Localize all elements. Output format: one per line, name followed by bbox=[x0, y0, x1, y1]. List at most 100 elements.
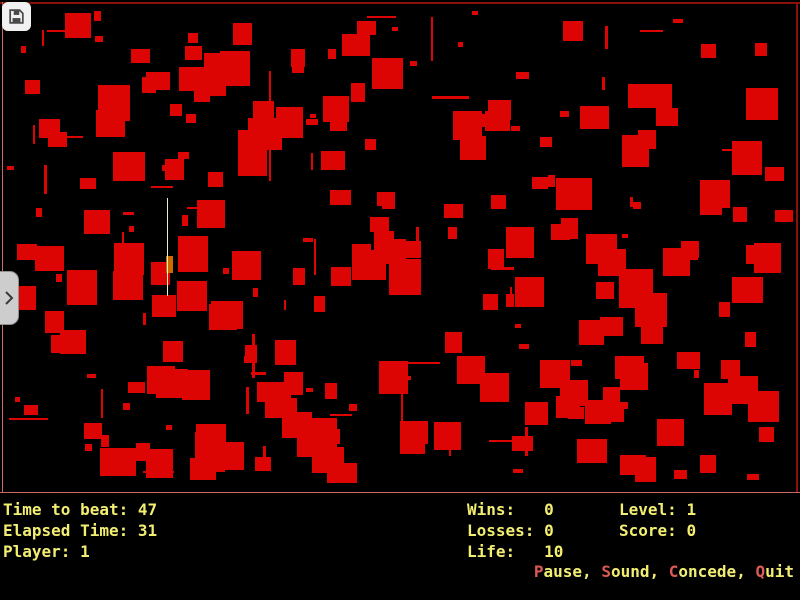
floppy-disk-icon bbox=[9, 9, 24, 24]
red-block bbox=[747, 474, 759, 480]
red-block bbox=[219, 223, 225, 227]
red-block bbox=[372, 58, 403, 89]
hud-label: Level: bbox=[619, 500, 687, 519]
red-block bbox=[357, 21, 376, 35]
red-block bbox=[182, 215, 188, 226]
menu-hotkey: P bbox=[533, 562, 544, 581]
red-block bbox=[80, 178, 96, 189]
menu-item-quit[interactable]: Quit bbox=[755, 562, 794, 581]
red-block bbox=[733, 207, 747, 222]
menu-hotkey: C bbox=[668, 562, 679, 581]
hud-row-elapsed-time: Elapsed Time: 31 bbox=[3, 520, 157, 541]
red-block bbox=[389, 259, 421, 295]
chevron-right-icon bbox=[5, 291, 14, 305]
red-block bbox=[556, 396, 580, 418]
red-block bbox=[473, 145, 483, 154]
red-block bbox=[211, 301, 243, 329]
hud-label: Wins: bbox=[467, 500, 545, 519]
red-block bbox=[233, 23, 252, 45]
red-block bbox=[755, 43, 767, 56]
red-block bbox=[700, 191, 722, 215]
red-block bbox=[7, 166, 14, 170]
red-block bbox=[98, 85, 130, 121]
red-block bbox=[515, 277, 544, 307]
menu-hotkey: S bbox=[601, 562, 611, 581]
hud-label: Score: bbox=[619, 521, 687, 540]
red-block bbox=[622, 234, 628, 238]
red-block bbox=[321, 151, 345, 170]
red-block bbox=[624, 154, 629, 158]
red-line bbox=[722, 149, 759, 151]
red-block bbox=[732, 141, 762, 175]
red-block bbox=[540, 137, 552, 147]
red-block bbox=[448, 227, 457, 239]
red-block bbox=[506, 227, 534, 258]
red-block bbox=[719, 302, 730, 317]
red-block bbox=[677, 352, 700, 369]
red-block bbox=[586, 234, 617, 264]
menu-separator: , bbox=[582, 562, 602, 581]
red-line bbox=[510, 287, 512, 306]
red-block bbox=[745, 332, 756, 347]
playfield-border-top bbox=[0, 2, 800, 4]
red-block bbox=[410, 61, 417, 66]
red-block bbox=[238, 130, 255, 147]
red-block bbox=[232, 251, 261, 280]
red-block bbox=[257, 382, 291, 402]
red-block bbox=[170, 104, 182, 116]
red-line bbox=[143, 313, 146, 325]
hud-row-score: Score: 0 bbox=[619, 520, 696, 541]
red-block bbox=[519, 344, 529, 349]
red-block bbox=[146, 72, 170, 90]
red-block bbox=[151, 262, 170, 285]
menu-item-label: oncede bbox=[678, 562, 737, 581]
menu-item-sound[interactable]: Sound bbox=[601, 562, 649, 581]
sidebar-expand-tab[interactable] bbox=[0, 271, 19, 325]
red-block bbox=[445, 332, 462, 353]
red-line bbox=[507, 246, 529, 249]
menu-item-pause[interactable]: Pause bbox=[534, 562, 582, 581]
red-block bbox=[284, 372, 303, 395]
red-line bbox=[311, 153, 313, 170]
hud-row-life: Life: 10 bbox=[467, 541, 563, 562]
red-block bbox=[656, 108, 678, 126]
hud-value: 0 bbox=[544, 500, 554, 519]
red-block bbox=[100, 448, 136, 476]
red-line bbox=[55, 136, 83, 138]
red-line bbox=[263, 446, 266, 461]
red-line bbox=[630, 197, 633, 207]
playfield[interactable] bbox=[0, 0, 800, 493]
menu-separator: , bbox=[649, 562, 669, 581]
red-block bbox=[220, 51, 250, 86]
red-block bbox=[179, 67, 204, 91]
red-block bbox=[657, 426, 669, 437]
red-block bbox=[488, 249, 504, 269]
red-line bbox=[489, 440, 532, 442]
red-block bbox=[25, 80, 40, 94]
hud-row-player: Player: 1 bbox=[3, 541, 157, 562]
red-block bbox=[365, 139, 376, 150]
menu-item-concede[interactable]: Concede bbox=[669, 562, 736, 581]
hud-column-middle: Wins: 0 Losses: 0 Life: 10 bbox=[467, 499, 563, 562]
hud-column-right: Level: 1 Score: 0 bbox=[619, 499, 696, 541]
red-block bbox=[24, 405, 38, 415]
red-line bbox=[252, 334, 255, 378]
red-block bbox=[674, 470, 687, 479]
red-block bbox=[188, 33, 198, 43]
red-block bbox=[742, 286, 759, 302]
red-block bbox=[15, 397, 20, 402]
red-block bbox=[516, 72, 529, 79]
red-block bbox=[113, 271, 143, 300]
red-block bbox=[746, 88, 778, 120]
red-block bbox=[314, 296, 325, 312]
red-line bbox=[491, 267, 514, 270]
red-block bbox=[306, 388, 313, 392]
red-block bbox=[306, 119, 318, 125]
red-block bbox=[293, 268, 305, 285]
red-block bbox=[327, 463, 357, 483]
red-block bbox=[163, 341, 183, 362]
menu-item-label: ause bbox=[543, 562, 583, 581]
save-button[interactable] bbox=[2, 2, 31, 31]
red-block bbox=[352, 244, 371, 259]
red-block bbox=[146, 449, 173, 478]
